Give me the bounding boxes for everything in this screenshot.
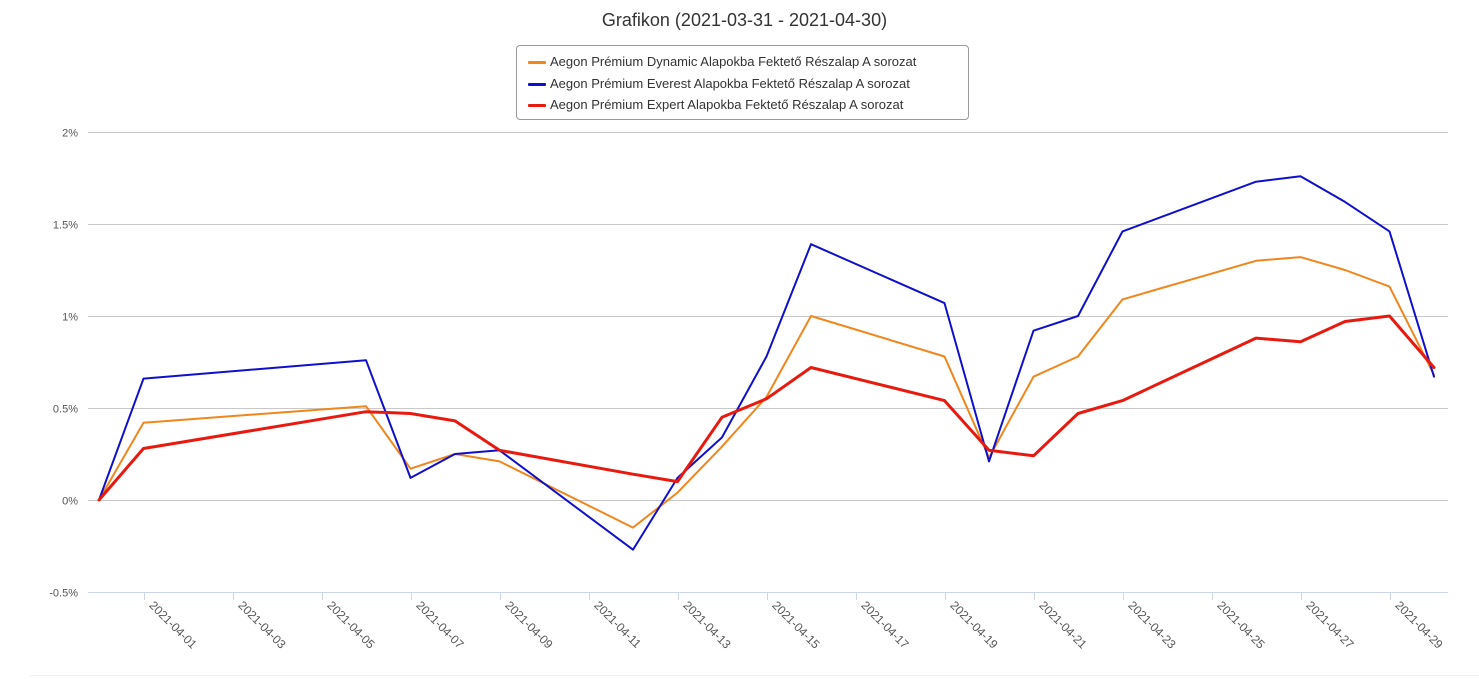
- y-tick-label: 1.5%: [53, 220, 78, 232]
- legend-label-dynamic: Aegon Prémium Dynamic Alapokba Fektető R…: [550, 54, 917, 69]
- x-tick-label: 2021-04-07: [413, 598, 467, 652]
- x-tick-label: 2021-04-05: [324, 598, 378, 652]
- x-tick-label: 2021-04-19: [947, 598, 1001, 652]
- legend-swatch-dynamic: [528, 61, 546, 64]
- legend-label-everest: Aegon Prémium Everest Alapokba Fektető R…: [550, 75, 910, 91]
- y-tick-label: 1%: [62, 312, 78, 324]
- x-tick-label: 2021-04-23: [1125, 598, 1179, 652]
- y-tick-label: 0.5%: [53, 404, 78, 416]
- x-tick-label: 2021-04-09: [502, 598, 556, 652]
- y-tick-label: 0%: [62, 496, 78, 508]
- x-tick-label: 2021-04-03: [235, 598, 289, 652]
- page-bottom-divider: [30, 675, 1479, 676]
- x-tick-label: 2021-04-15: [769, 598, 823, 652]
- x-tick-label: 2021-04-25: [1214, 598, 1268, 652]
- series-line-everest: [98, 175, 1435, 551]
- x-tick-label: 2021-04-21: [1036, 598, 1090, 652]
- legend-swatch-everest: [528, 82, 546, 86]
- x-tick-label: 2021-04-13: [680, 598, 734, 652]
- y-tick-label: -0.5%: [49, 588, 78, 600]
- legend-item-everest[interactable]: Aegon Prémium Everest Alapokba Fektető R…: [517, 73, 968, 95]
- series-lines: [97, 175, 1436, 551]
- chart-title: Grafikon (2021-03-31 - 2021-04-30): [601, 10, 888, 30]
- x-tick-label: 2021-04-17: [858, 598, 912, 652]
- series-line-expert: [97, 314, 1436, 502]
- x-tick-label: 2021-04-01: [146, 598, 200, 652]
- y-tick-label: 2%: [62, 128, 78, 140]
- x-tick-label: 2021-04-29: [1392, 598, 1446, 652]
- legend-label-expert: Aegon Prémium Expert Alapokba Fektető Ré…: [550, 97, 904, 112]
- grid-lines: [88, 132, 1448, 593]
- legend-item-expert[interactable]: Aegon Prémium Expert Alapokba Fektető Ré…: [517, 94, 968, 116]
- legend-swatch-expert: [528, 104, 546, 107]
- legend-item-dynamic[interactable]: Aegon Prémium Dynamic Alapokba Fektető R…: [517, 51, 968, 73]
- chart-legend[interactable]: Aegon Prémium Dynamic Alapokba Fektető R…: [516, 45, 969, 120]
- x-tick-label: 2021-04-11: [591, 598, 644, 651]
- x-tick-label: 2021-04-27: [1303, 598, 1357, 652]
- series-line-dynamic: [98, 256, 1435, 529]
